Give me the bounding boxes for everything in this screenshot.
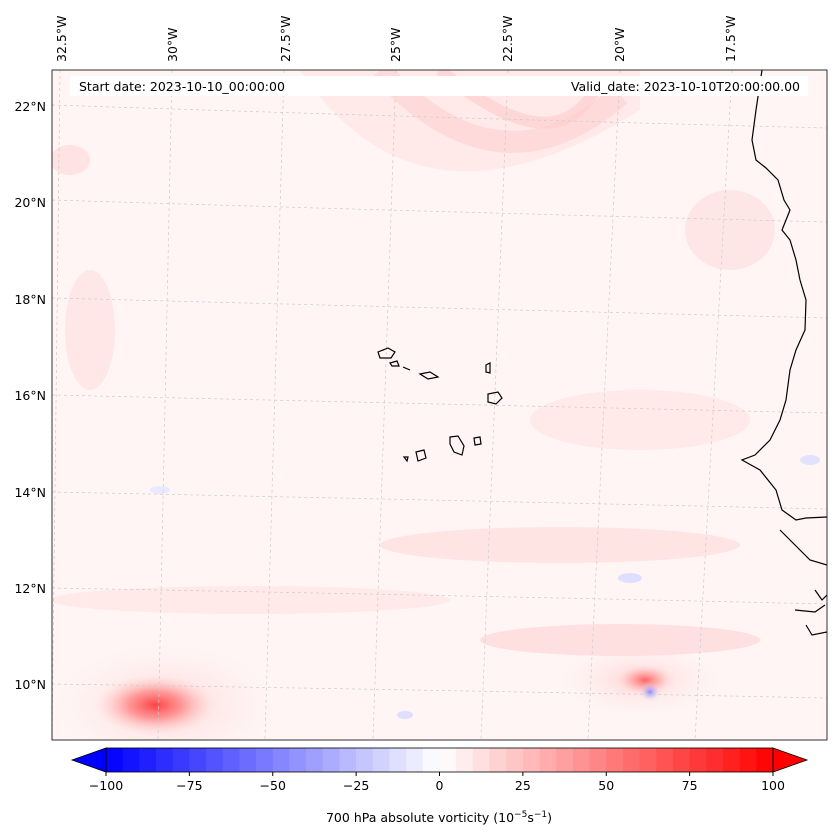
colorbar-cell	[522, 748, 541, 772]
colorbar: −100 −75 −50 −25 0 25 50 75 100 700 hPa absolute…	[70, 747, 809, 825]
colorbar-cell	[222, 748, 240, 772]
colorbar-tick-label: −75	[176, 778, 202, 793]
lon-label: 27.5°W	[278, 16, 293, 62]
lat-label: 10°N	[14, 677, 46, 692]
latitude-labels: 22°N 20°N 18°N 16°N 14°N 12°N 10°N	[14, 99, 46, 692]
colorbar-cell	[572, 748, 591, 772]
colorbar-tick-label: 25	[515, 778, 531, 793]
colorbar-cell	[556, 748, 574, 772]
colorbar-cell	[372, 748, 390, 772]
colorbar-cell	[156, 748, 174, 772]
colorbar-cell	[722, 748, 741, 772]
colorbar-cell	[606, 748, 624, 772]
colorbar-tick-label: −50	[260, 778, 286, 793]
colorbar-cells	[106, 748, 774, 772]
coastline	[740, 70, 827, 636]
colorbar-cell	[689, 748, 707, 772]
colorbar-cell	[656, 748, 674, 772]
longitude-labels: 32.5°W 30°W 27.5°W 25°W 22.5°W 20°W 17.5…	[54, 16, 738, 62]
colorbar-cell	[272, 748, 290, 772]
colorbar-cell	[122, 748, 140, 772]
colorbar-cell	[356, 748, 374, 772]
colorbar-cell	[706, 748, 724, 772]
lat-label: 16°N	[14, 388, 46, 403]
colorbar-cell	[622, 748, 641, 772]
colorbar-cell	[672, 748, 691, 772]
colorbar-cell	[106, 748, 124, 772]
colorbar-cell	[739, 748, 757, 772]
colorbar-tick-label: −100	[89, 778, 123, 793]
colorbar-tick-label: −25	[343, 778, 369, 793]
colorbar-tick-label: 100	[761, 778, 785, 793]
start-date-box	[70, 76, 314, 96]
colorbar-extend-max	[772, 747, 809, 773]
lon-label: 30°W	[165, 27, 180, 62]
colorbar-cell	[239, 748, 257, 772]
vorticity-field	[52, 70, 820, 740]
colorbar-cell	[289, 748, 307, 772]
lat-label: 18°N	[14, 292, 46, 307]
lat-label: 14°N	[14, 485, 46, 500]
graticule	[52, 70, 827, 740]
colorbar-cell	[406, 748, 424, 772]
colorbar-cell	[322, 748, 340, 772]
colorbar-cell	[172, 748, 190, 772]
colorbar-cell	[489, 748, 507, 772]
colorbar-cell	[472, 748, 491, 772]
cape-verde-islands	[377, 347, 503, 463]
colorbar-cell	[189, 748, 207, 772]
colorbar-extend-min	[70, 747, 107, 773]
colorbar-cell	[589, 748, 607, 772]
colorbar-cell	[256, 748, 274, 772]
colorbar-tick-label: 50	[598, 778, 614, 793]
lon-label: 17.5°W	[723, 16, 738, 62]
lon-label: 25°W	[388, 27, 403, 62]
colorbar-label: 700 hPa absolute vorticity (10−5s−1)	[326, 810, 552, 825]
colorbar-cell	[756, 748, 774, 772]
lat-label: 22°N	[14, 99, 46, 114]
colorbar-cell	[422, 748, 440, 772]
colorbar-cell	[339, 748, 357, 772]
colorbar-cell	[389, 748, 407, 772]
lon-label: 32.5°W	[54, 16, 69, 62]
colorbar-cell	[439, 748, 457, 772]
colorbar-cell	[139, 748, 157, 772]
colorbar-cell	[539, 748, 557, 772]
colorbar-cell	[639, 748, 657, 772]
colorbar-cell	[456, 748, 474, 772]
colorbar-cell	[206, 748, 224, 772]
colorbar-cell	[306, 748, 324, 772]
valid-date-box	[314, 76, 808, 96]
lat-label: 12°N	[14, 581, 46, 596]
colorbar-tick-label: 75	[682, 778, 698, 793]
lat-label: 20°N	[14, 195, 46, 210]
colorbar-cell	[506, 748, 524, 772]
colorbar-ticks: −100 −75 −50 −25 0 25 50 75 100	[89, 772, 785, 793]
lon-label: 22.5°W	[500, 16, 515, 62]
start-date-label: Start date: 2023-10-10_00:00:00	[79, 79, 285, 94]
colorbar-tick-label: 0	[436, 778, 444, 793]
map-panel[interactable]: Start date: 2023-10-10_00:00:00 Valid_da…	[50, 69, 828, 765]
lon-label: 20°W	[612, 27, 627, 62]
valid-date-label: Valid_date: 2023-10-10T20:00:00.00	[571, 79, 800, 94]
map-frame	[51, 69, 828, 741]
